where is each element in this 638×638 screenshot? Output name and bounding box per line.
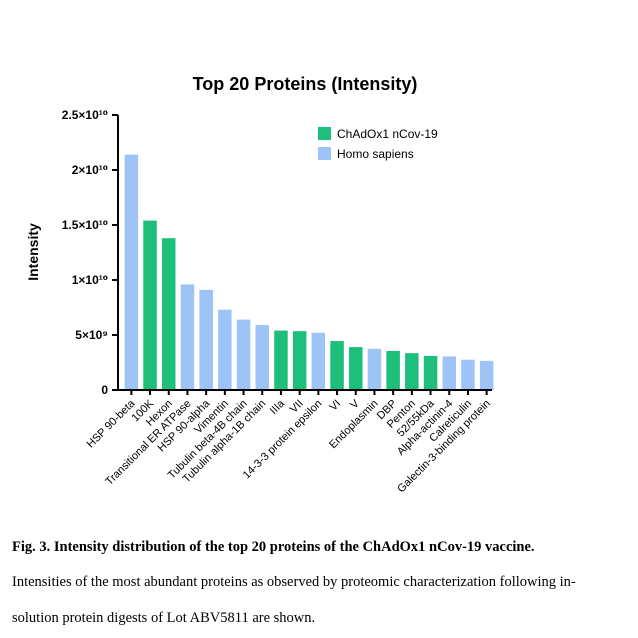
- bar: [405, 353, 419, 390]
- y-tick-label: 0: [101, 383, 108, 397]
- y-tick-label: 1×10¹⁰: [72, 273, 108, 287]
- bar: [255, 325, 269, 390]
- figure-caption-title: Fig. 3. Intensity distribution of the to…: [12, 539, 535, 555]
- x-tick-label: HSP 90-beta: [85, 397, 139, 451]
- figure-caption-line-2: solution protein digests of Lot ABV5811 …: [12, 610, 316, 626]
- bar: [367, 348, 382, 390]
- bar: [124, 154, 139, 390]
- legend-label: Homo sapiens: [337, 147, 414, 161]
- legend-label: ChAdOx1 nCov-19: [337, 127, 438, 141]
- legend-swatch: [318, 127, 331, 140]
- y-tick-label: 5×10⁹: [75, 328, 108, 342]
- bar: [423, 355, 438, 390]
- bar: [162, 238, 176, 390]
- y-tick-label: 2×10¹⁰: [72, 163, 108, 177]
- bar: [274, 330, 288, 390]
- bar: [461, 359, 475, 390]
- bar: [218, 309, 232, 390]
- legend-swatch: [318, 147, 331, 160]
- chart-title: Top 20 Proteins (Intensity): [193, 74, 418, 94]
- bar: [143, 220, 157, 390]
- bars: [124, 154, 494, 390]
- x-tick-label: IIIa: [268, 397, 288, 417]
- legend: ChAdOx1 nCov-19 Homo sapiens: [318, 127, 438, 161]
- y-tick-label: 2.5×10¹⁰: [62, 108, 108, 122]
- bar: [292, 331, 307, 390]
- bar: [311, 332, 326, 390]
- bar: [330, 341, 344, 390]
- bar: [180, 284, 195, 390]
- bar-chart: Top 20 Proteins (Intensity) Intensity 0 5…: [25, 74, 494, 495]
- bar: [236, 319, 251, 390]
- bar: [386, 350, 400, 390]
- bar: [442, 356, 456, 390]
- y-tick-label: 1.5×10¹⁰: [62, 218, 108, 232]
- bar: [349, 347, 363, 390]
- y-axis-label: Intensity: [25, 223, 41, 281]
- bar: [479, 360, 494, 390]
- x-tick-label: VI: [327, 398, 343, 414]
- figure-caption-line-1: Intensities of the most abundant protein…: [12, 574, 576, 590]
- y-axis: 0 5×10⁹ 1×10¹⁰ 1.5×10¹⁰ 2×10¹⁰ 2.5×10¹⁰: [62, 108, 119, 397]
- bar: [199, 289, 213, 390]
